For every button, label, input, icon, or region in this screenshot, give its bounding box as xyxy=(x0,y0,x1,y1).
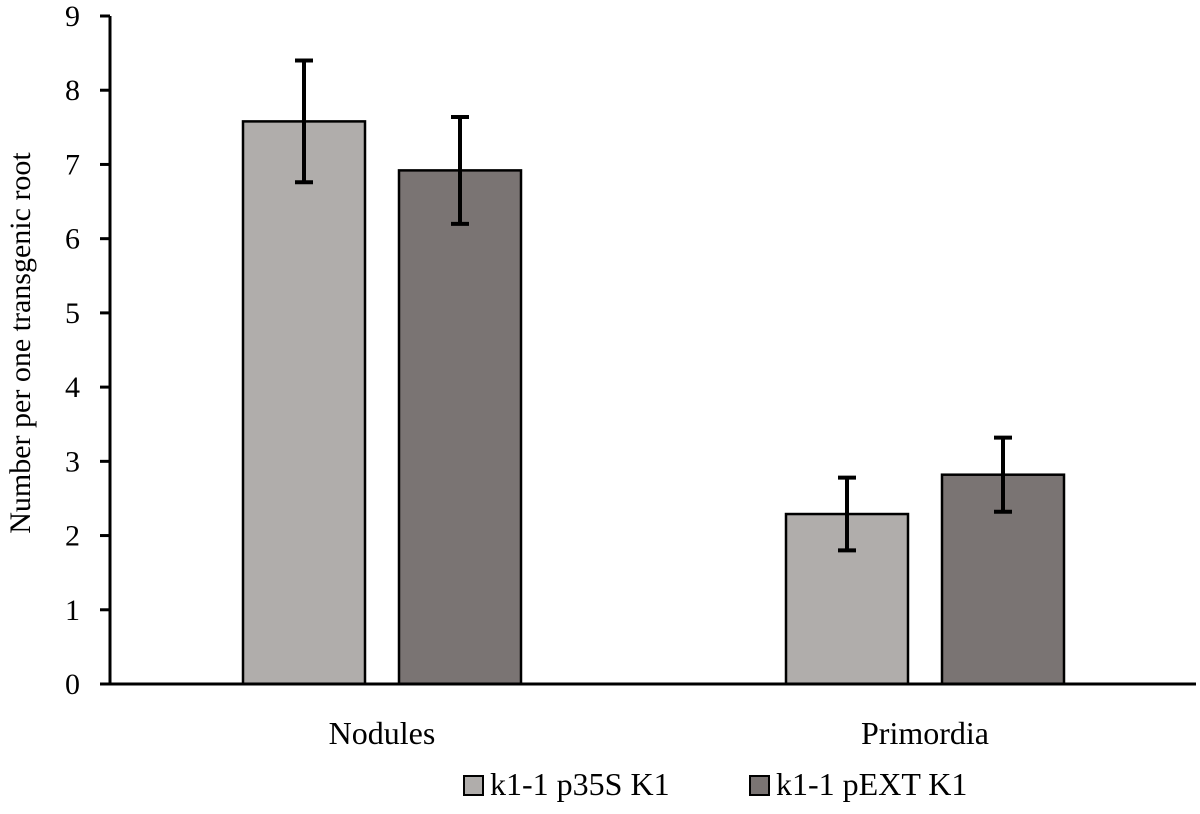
y-tick-label-3: 3 xyxy=(65,445,80,478)
y-tick-label-1: 1 xyxy=(65,594,80,627)
x-category-labels: Nodules Primordia xyxy=(329,715,989,751)
y-tick-label-4: 4 xyxy=(65,371,80,404)
y-tick-label-6: 6 xyxy=(65,223,80,256)
legend: k1-1 p35S K1 k1-1 pEXT K1 xyxy=(463,766,967,802)
legend-item-2: k1-1 pEXT K1 xyxy=(749,766,967,802)
y-tick-label-0: 0 xyxy=(65,668,80,701)
error-bars-layer xyxy=(295,58,1012,553)
axes-layer xyxy=(100,14,1196,686)
y-tick-label-5: 5 xyxy=(65,297,80,330)
y-tick-label-9: 9 xyxy=(65,0,80,33)
y-tick-labels: 0 1 2 3 4 5 6 7 8 9 xyxy=(65,0,80,701)
error-bar-2-primordia xyxy=(994,435,1012,514)
x-category-label-primordia: Primordia xyxy=(861,715,989,751)
legend-label-2: k1-1 pEXT K1 xyxy=(776,766,967,802)
bar-2-nodules xyxy=(397,169,523,686)
error-bar-2-nodules xyxy=(451,114,469,226)
x-category-label-nodules: Nodules xyxy=(329,715,436,751)
legend-label-1: k1-1 p35S K1 xyxy=(490,766,670,802)
bar-1-nodules xyxy=(241,120,367,686)
legend-item-1: k1-1 p35S K1 xyxy=(463,766,670,802)
error-bar-1-primordia xyxy=(838,475,856,553)
legend-swatch-2 xyxy=(749,775,770,796)
y-tick-label-2: 2 xyxy=(65,520,80,553)
y-tick-label-8: 8 xyxy=(65,74,80,107)
error-bar-1-nodules xyxy=(295,58,313,185)
bars-layer xyxy=(241,120,1066,686)
y-axis-title: Number per one transgenic root xyxy=(4,152,37,534)
legend-swatch-1 xyxy=(463,775,484,796)
y-tick-label-7: 7 xyxy=(65,148,80,181)
